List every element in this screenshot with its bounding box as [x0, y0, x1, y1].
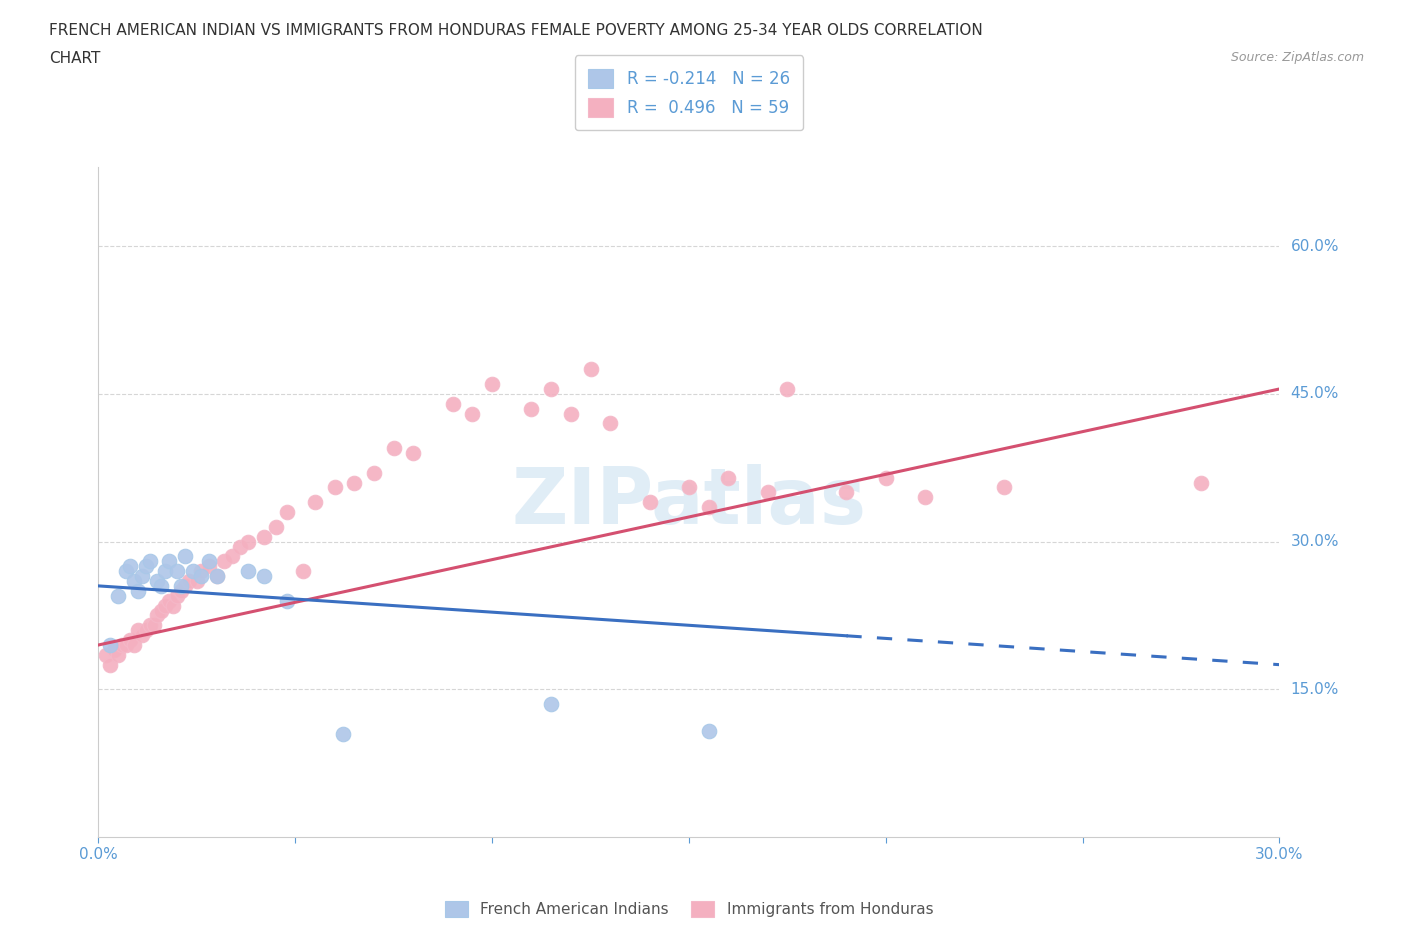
Text: 30.0%: 30.0% — [1291, 534, 1339, 549]
Point — [776, 381, 799, 396]
Point — [560, 406, 582, 421]
Point — [343, 475, 366, 490]
Point — [697, 499, 720, 514]
Point — [122, 574, 145, 589]
Point — [253, 568, 276, 583]
Point — [678, 480, 700, 495]
Point — [118, 559, 141, 574]
Point — [520, 401, 543, 416]
Point — [236, 564, 259, 578]
Point — [292, 564, 315, 578]
Point — [98, 658, 121, 672]
Point — [150, 578, 173, 593]
Point — [402, 445, 425, 460]
Point — [276, 505, 298, 520]
Point — [138, 554, 160, 569]
Point — [461, 406, 484, 421]
Point — [98, 638, 121, 653]
Point — [205, 568, 228, 583]
Point — [332, 726, 354, 741]
Point — [236, 534, 259, 549]
Point — [253, 529, 276, 544]
Point — [205, 568, 228, 583]
Point — [599, 416, 621, 431]
Point — [304, 495, 326, 510]
Point — [135, 623, 157, 638]
Point — [115, 638, 138, 653]
Point — [131, 628, 153, 643]
Point — [382, 441, 405, 456]
Point — [197, 554, 219, 569]
Point — [717, 471, 740, 485]
Text: 15.0%: 15.0% — [1291, 682, 1339, 697]
Point — [166, 564, 188, 578]
Legend: French American Indians, Immigrants from Honduras: French American Indians, Immigrants from… — [439, 895, 939, 923]
Point — [875, 471, 897, 485]
Text: FRENCH AMERICAN INDIAN VS IMMIGRANTS FROM HONDURAS FEMALE POVERTY AMONG 25-34 YE: FRENCH AMERICAN INDIAN VS IMMIGRANTS FRO… — [49, 23, 983, 38]
Point — [993, 480, 1015, 495]
Point — [103, 643, 125, 658]
Point — [835, 485, 858, 499]
Point — [914, 490, 936, 505]
Point — [181, 564, 204, 578]
Point — [481, 377, 503, 392]
Point — [190, 564, 212, 578]
Point — [155, 564, 177, 578]
Text: Source: ZipAtlas.com: Source: ZipAtlas.com — [1230, 51, 1364, 64]
Point — [155, 598, 177, 613]
Point — [1189, 475, 1212, 490]
Point — [135, 559, 157, 574]
Point — [229, 539, 252, 554]
Point — [115, 564, 138, 578]
Text: 60.0%: 60.0% — [1291, 239, 1339, 254]
Point — [363, 465, 385, 480]
Point — [170, 578, 193, 593]
Point — [264, 519, 287, 534]
Point — [146, 608, 169, 623]
Point — [157, 593, 180, 608]
Point — [122, 638, 145, 653]
Point — [221, 549, 243, 564]
Text: 45.0%: 45.0% — [1291, 386, 1339, 402]
Point — [127, 583, 149, 598]
Point — [146, 574, 169, 589]
Point — [96, 647, 118, 662]
Point — [174, 549, 197, 564]
Point — [697, 724, 720, 738]
Text: CHART: CHART — [49, 51, 101, 66]
Point — [177, 574, 200, 589]
Point — [138, 618, 160, 632]
Point — [111, 638, 134, 653]
Point — [441, 396, 464, 411]
Point — [107, 647, 129, 662]
Point — [214, 554, 236, 569]
Point — [756, 485, 779, 499]
Point — [162, 598, 184, 613]
Point — [190, 568, 212, 583]
Point — [174, 578, 197, 593]
Point — [170, 583, 193, 598]
Point — [150, 603, 173, 618]
Point — [186, 574, 208, 589]
Point — [166, 589, 188, 604]
Point — [638, 495, 661, 510]
Point — [107, 589, 129, 604]
Point — [276, 593, 298, 608]
Point — [118, 632, 141, 647]
Point — [157, 554, 180, 569]
Text: ZIPatlas: ZIPatlas — [512, 464, 866, 540]
Point — [540, 697, 562, 711]
Point — [197, 559, 219, 574]
Point — [579, 362, 602, 377]
Point — [540, 381, 562, 396]
Point — [142, 618, 165, 632]
Point — [323, 480, 346, 495]
Point — [131, 568, 153, 583]
Point — [127, 623, 149, 638]
